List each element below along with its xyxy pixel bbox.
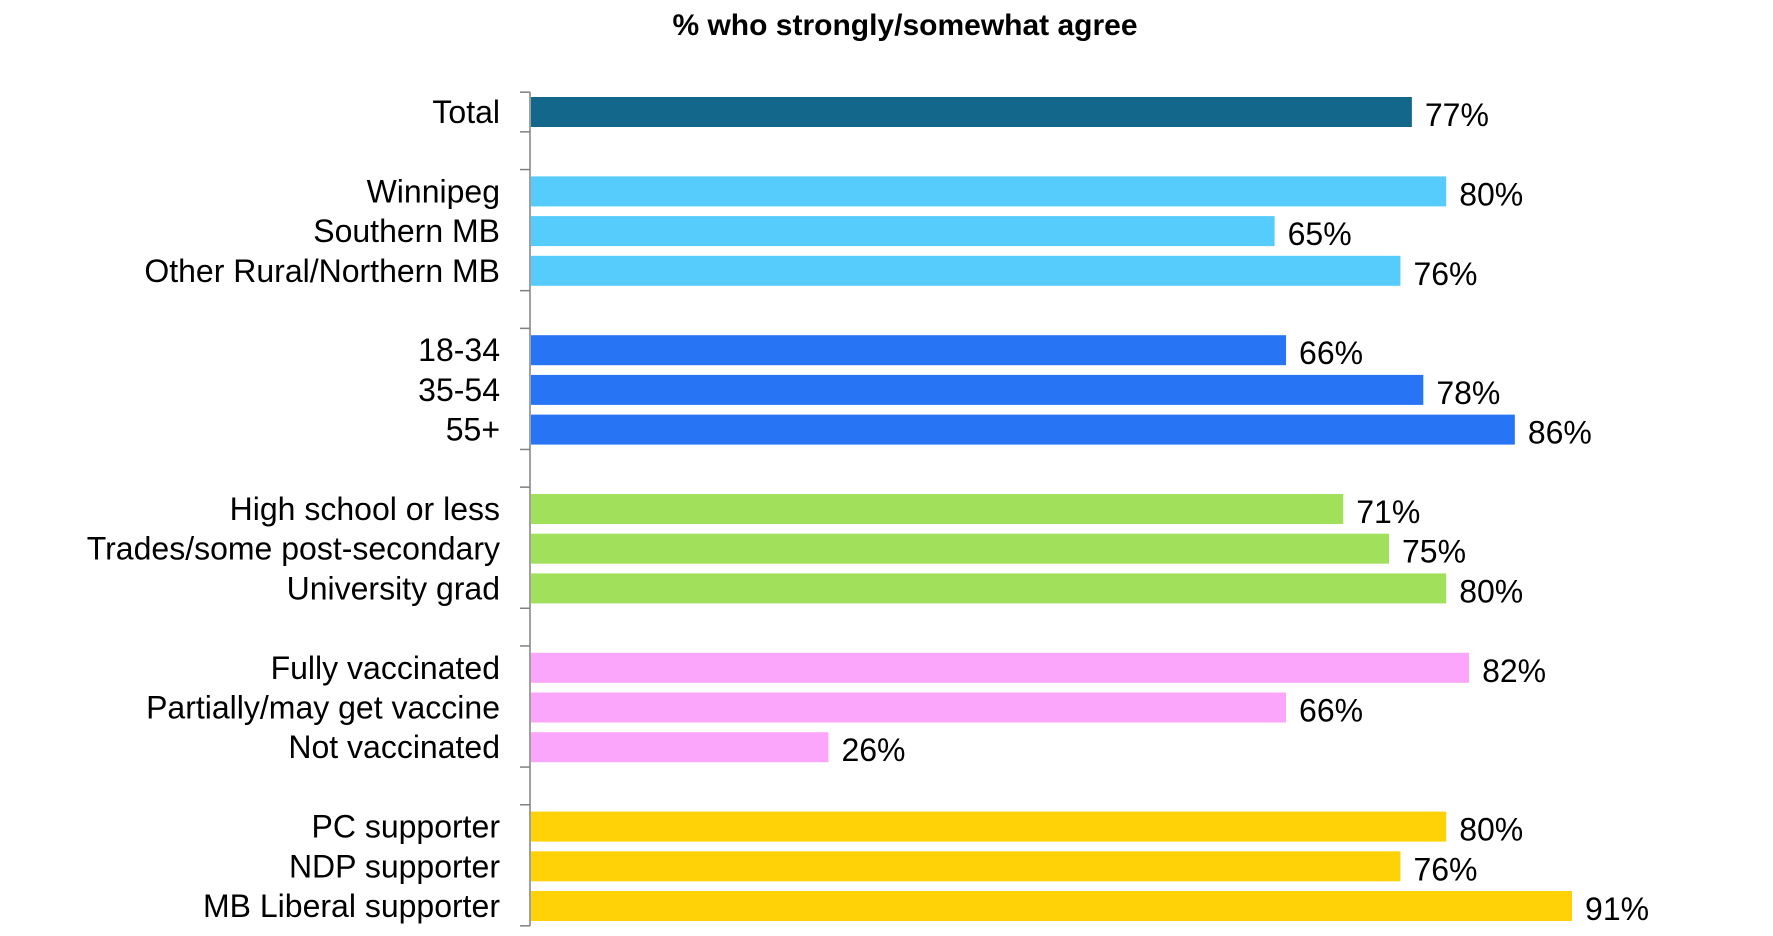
bar bbox=[531, 851, 1401, 882]
data-label: 86% bbox=[1528, 415, 1592, 451]
data-label: 26% bbox=[841, 732, 905, 768]
category-label: 55+ bbox=[446, 412, 500, 448]
category-label: Not vaccinated bbox=[288, 729, 500, 765]
data-label: 66% bbox=[1299, 335, 1363, 371]
bar bbox=[531, 374, 1424, 405]
data-label: 82% bbox=[1482, 653, 1546, 689]
data-label: 80% bbox=[1459, 573, 1523, 609]
category-label: Trades/some post-secondary bbox=[87, 531, 500, 567]
bar bbox=[531, 533, 1389, 564]
data-label: 71% bbox=[1356, 494, 1420, 530]
data-label: 76% bbox=[1413, 256, 1477, 292]
bar bbox=[531, 414, 1515, 445]
bar bbox=[531, 732, 829, 763]
bar bbox=[531, 811, 1447, 842]
bar bbox=[531, 216, 1275, 247]
bar bbox=[531, 255, 1401, 286]
data-label: 76% bbox=[1413, 851, 1477, 887]
bars-layer: 77%80%65%76%66%78%86%71%75%80%82%66%26%8… bbox=[531, 97, 1649, 927]
bar bbox=[531, 652, 1470, 683]
bar bbox=[531, 573, 1447, 604]
category-label: University grad bbox=[287, 570, 500, 606]
data-label: 80% bbox=[1459, 176, 1523, 212]
bar bbox=[531, 692, 1287, 723]
category-axis: Total Winnipeg Southern MB Other Rural/Nort… bbox=[87, 91, 531, 927]
category-label: High school or less bbox=[230, 491, 500, 527]
data-label: 66% bbox=[1299, 693, 1363, 729]
bar bbox=[531, 494, 1344, 524]
category-label: Total bbox=[432, 94, 500, 130]
category-label: 18-34 bbox=[418, 332, 500, 368]
bar bbox=[531, 335, 1287, 366]
data-label: 91% bbox=[1585, 891, 1649, 927]
bar bbox=[531, 97, 1412, 127]
data-label: 78% bbox=[1436, 375, 1500, 411]
category-label: Partially/may get vaccine bbox=[146, 690, 500, 726]
category-label: NDP supporter bbox=[289, 848, 500, 884]
category-label: Winnipeg bbox=[367, 173, 500, 209]
category-label: MB Liberal supporter bbox=[203, 888, 500, 924]
category-label: 35-54 bbox=[418, 372, 500, 408]
data-label: 65% bbox=[1288, 216, 1352, 252]
data-label: 75% bbox=[1402, 534, 1466, 570]
data-label: 80% bbox=[1459, 812, 1523, 848]
category-label: Southern MB bbox=[313, 213, 500, 249]
bar bbox=[531, 891, 1573, 921]
category-label: PC supporter bbox=[311, 809, 500, 845]
data-label: 77% bbox=[1425, 97, 1489, 133]
chart-title: % who strongly/somewhat agree bbox=[672, 9, 1137, 42]
category-label: Fully vaccinated bbox=[271, 650, 500, 686]
category-label: Other Rural/Northern MB bbox=[144, 253, 500, 289]
bar bbox=[531, 176, 1447, 207]
